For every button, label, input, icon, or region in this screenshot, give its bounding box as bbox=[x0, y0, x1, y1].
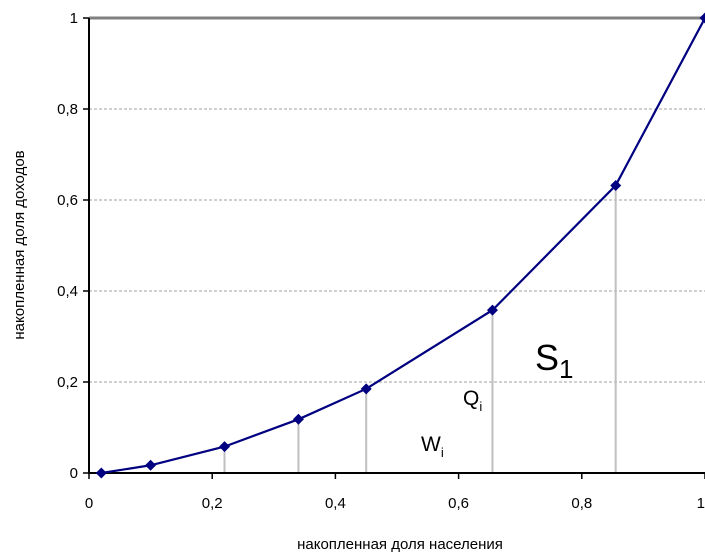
y-tick-label-0: 0 bbox=[70, 465, 78, 482]
y-tick-label-3: 0,6 bbox=[57, 192, 78, 209]
x-tick-label-4: 0,8 bbox=[571, 495, 592, 512]
gridlines bbox=[89, 108, 705, 383]
data-point-6 bbox=[610, 179, 622, 191]
annotation-s1-main: S bbox=[535, 337, 559, 378]
data-point-4 bbox=[360, 383, 372, 395]
annotation-wi: Wi bbox=[421, 433, 444, 460]
annotation-qi: Qi bbox=[463, 387, 482, 414]
tick-labels: 0 0,2 0,4 0,6 0,8 1 0 0,2 0,4 0,6 0,8 1 bbox=[57, 10, 705, 512]
x-tick-label-3: 0,6 bbox=[448, 495, 469, 512]
y-tick-label-5: 1 bbox=[70, 10, 78, 27]
series-group bbox=[95, 12, 705, 479]
y-tick-label-1: 0,2 bbox=[57, 374, 78, 391]
annotation-wi-sub: i bbox=[441, 445, 444, 460]
x-tick-label-1: 0,2 bbox=[202, 495, 223, 512]
y-axis-title: накопленная доля доходов bbox=[11, 150, 28, 339]
y-tick-label-2: 0,4 bbox=[57, 283, 78, 300]
drop-lines bbox=[223, 185, 617, 473]
data-point-3 bbox=[292, 413, 304, 425]
annotation-qi-sub: i bbox=[479, 399, 482, 414]
annotation-s1-sub: 1 bbox=[559, 354, 573, 384]
axes bbox=[83, 16, 705, 479]
x-tick-label-0: 0 bbox=[85, 495, 93, 512]
series-line bbox=[101, 17, 705, 475]
x-axis-title: накопленная доля населения bbox=[297, 536, 503, 553]
annotation-qi-main: Q bbox=[463, 387, 479, 410]
x-tick-label-5: 1 bbox=[697, 495, 705, 512]
y-tick-label-4: 0,8 bbox=[57, 101, 78, 118]
x-tick-label-2: 0,4 bbox=[325, 495, 346, 512]
data-point-2 bbox=[219, 441, 231, 453]
data-point-0 bbox=[95, 467, 107, 479]
annotation-wi-main: W bbox=[421, 433, 441, 456]
data-point-1 bbox=[145, 459, 157, 471]
data-point-5 bbox=[486, 304, 498, 316]
data-point-7 bbox=[699, 12, 705, 24]
annotation-s1: S1 bbox=[535, 337, 573, 384]
